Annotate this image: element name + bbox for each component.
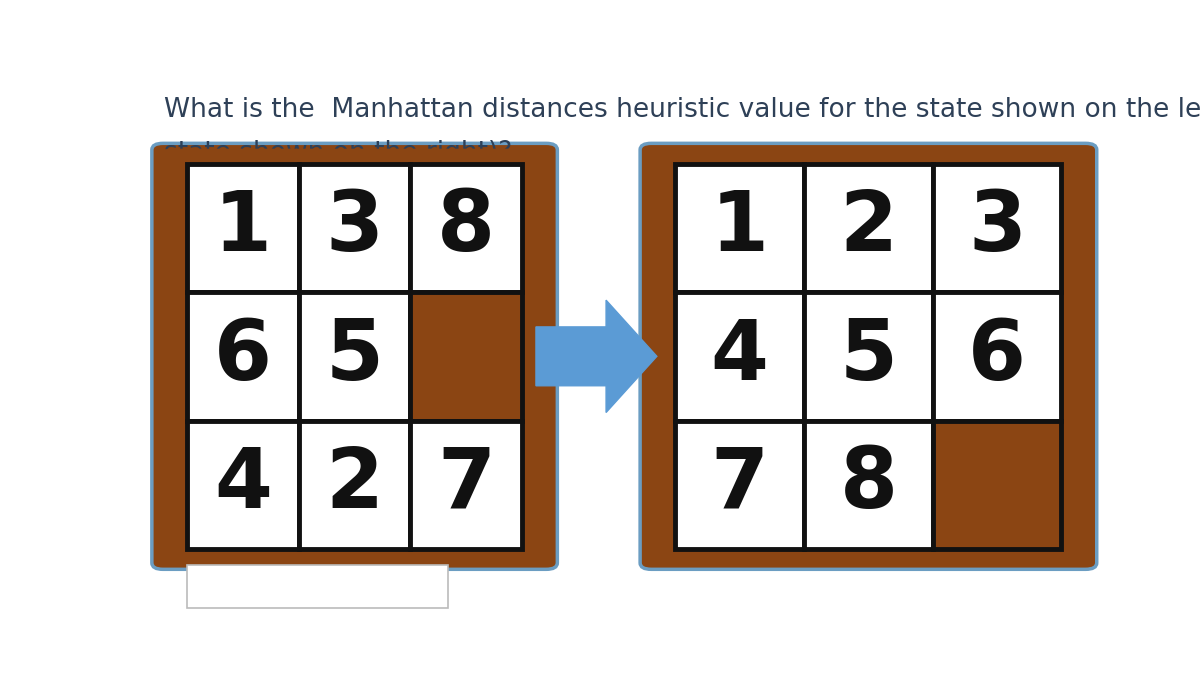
Bar — [804, 163, 932, 292]
Text: 7: 7 — [710, 444, 769, 525]
Text: 4: 4 — [214, 444, 272, 525]
Text: 3: 3 — [968, 188, 1026, 268]
Text: 3: 3 — [325, 188, 384, 268]
Text: 4: 4 — [710, 316, 769, 397]
Bar — [676, 163, 804, 292]
Text: 8: 8 — [840, 444, 898, 525]
Text: 2: 2 — [840, 188, 898, 268]
Bar — [410, 420, 522, 549]
Bar — [676, 420, 804, 549]
FancyBboxPatch shape — [161, 149, 548, 564]
Bar — [187, 292, 299, 420]
Bar — [410, 163, 522, 292]
Bar — [187, 420, 299, 549]
Text: What is the  Manhattan distances heuristic value for the state shown on the left: What is the Manhattan distances heuristi… — [164, 97, 1200, 123]
Bar — [932, 292, 1061, 420]
Text: 8: 8 — [437, 188, 496, 268]
Bar — [932, 163, 1061, 292]
FancyBboxPatch shape — [649, 149, 1087, 564]
Bar — [187, 163, 299, 292]
Text: state shown on the right)?: state shown on the right)? — [164, 140, 512, 165]
Bar — [410, 292, 522, 420]
Polygon shape — [536, 300, 656, 413]
Bar — [804, 420, 932, 549]
Text: 1: 1 — [710, 188, 769, 268]
Text: 6: 6 — [214, 316, 272, 397]
Bar — [299, 292, 410, 420]
Bar — [187, 565, 448, 608]
Text: 6: 6 — [968, 316, 1026, 397]
Text: 1: 1 — [214, 188, 272, 268]
Bar — [804, 292, 932, 420]
Text: 2: 2 — [325, 444, 384, 525]
Text: 5: 5 — [325, 316, 384, 397]
Bar — [932, 420, 1061, 549]
Text: 7: 7 — [437, 444, 496, 525]
Bar — [299, 163, 410, 292]
Text: 5: 5 — [840, 316, 898, 397]
FancyBboxPatch shape — [640, 143, 1097, 569]
Bar — [299, 420, 410, 549]
Bar — [676, 292, 804, 420]
FancyBboxPatch shape — [152, 143, 557, 569]
